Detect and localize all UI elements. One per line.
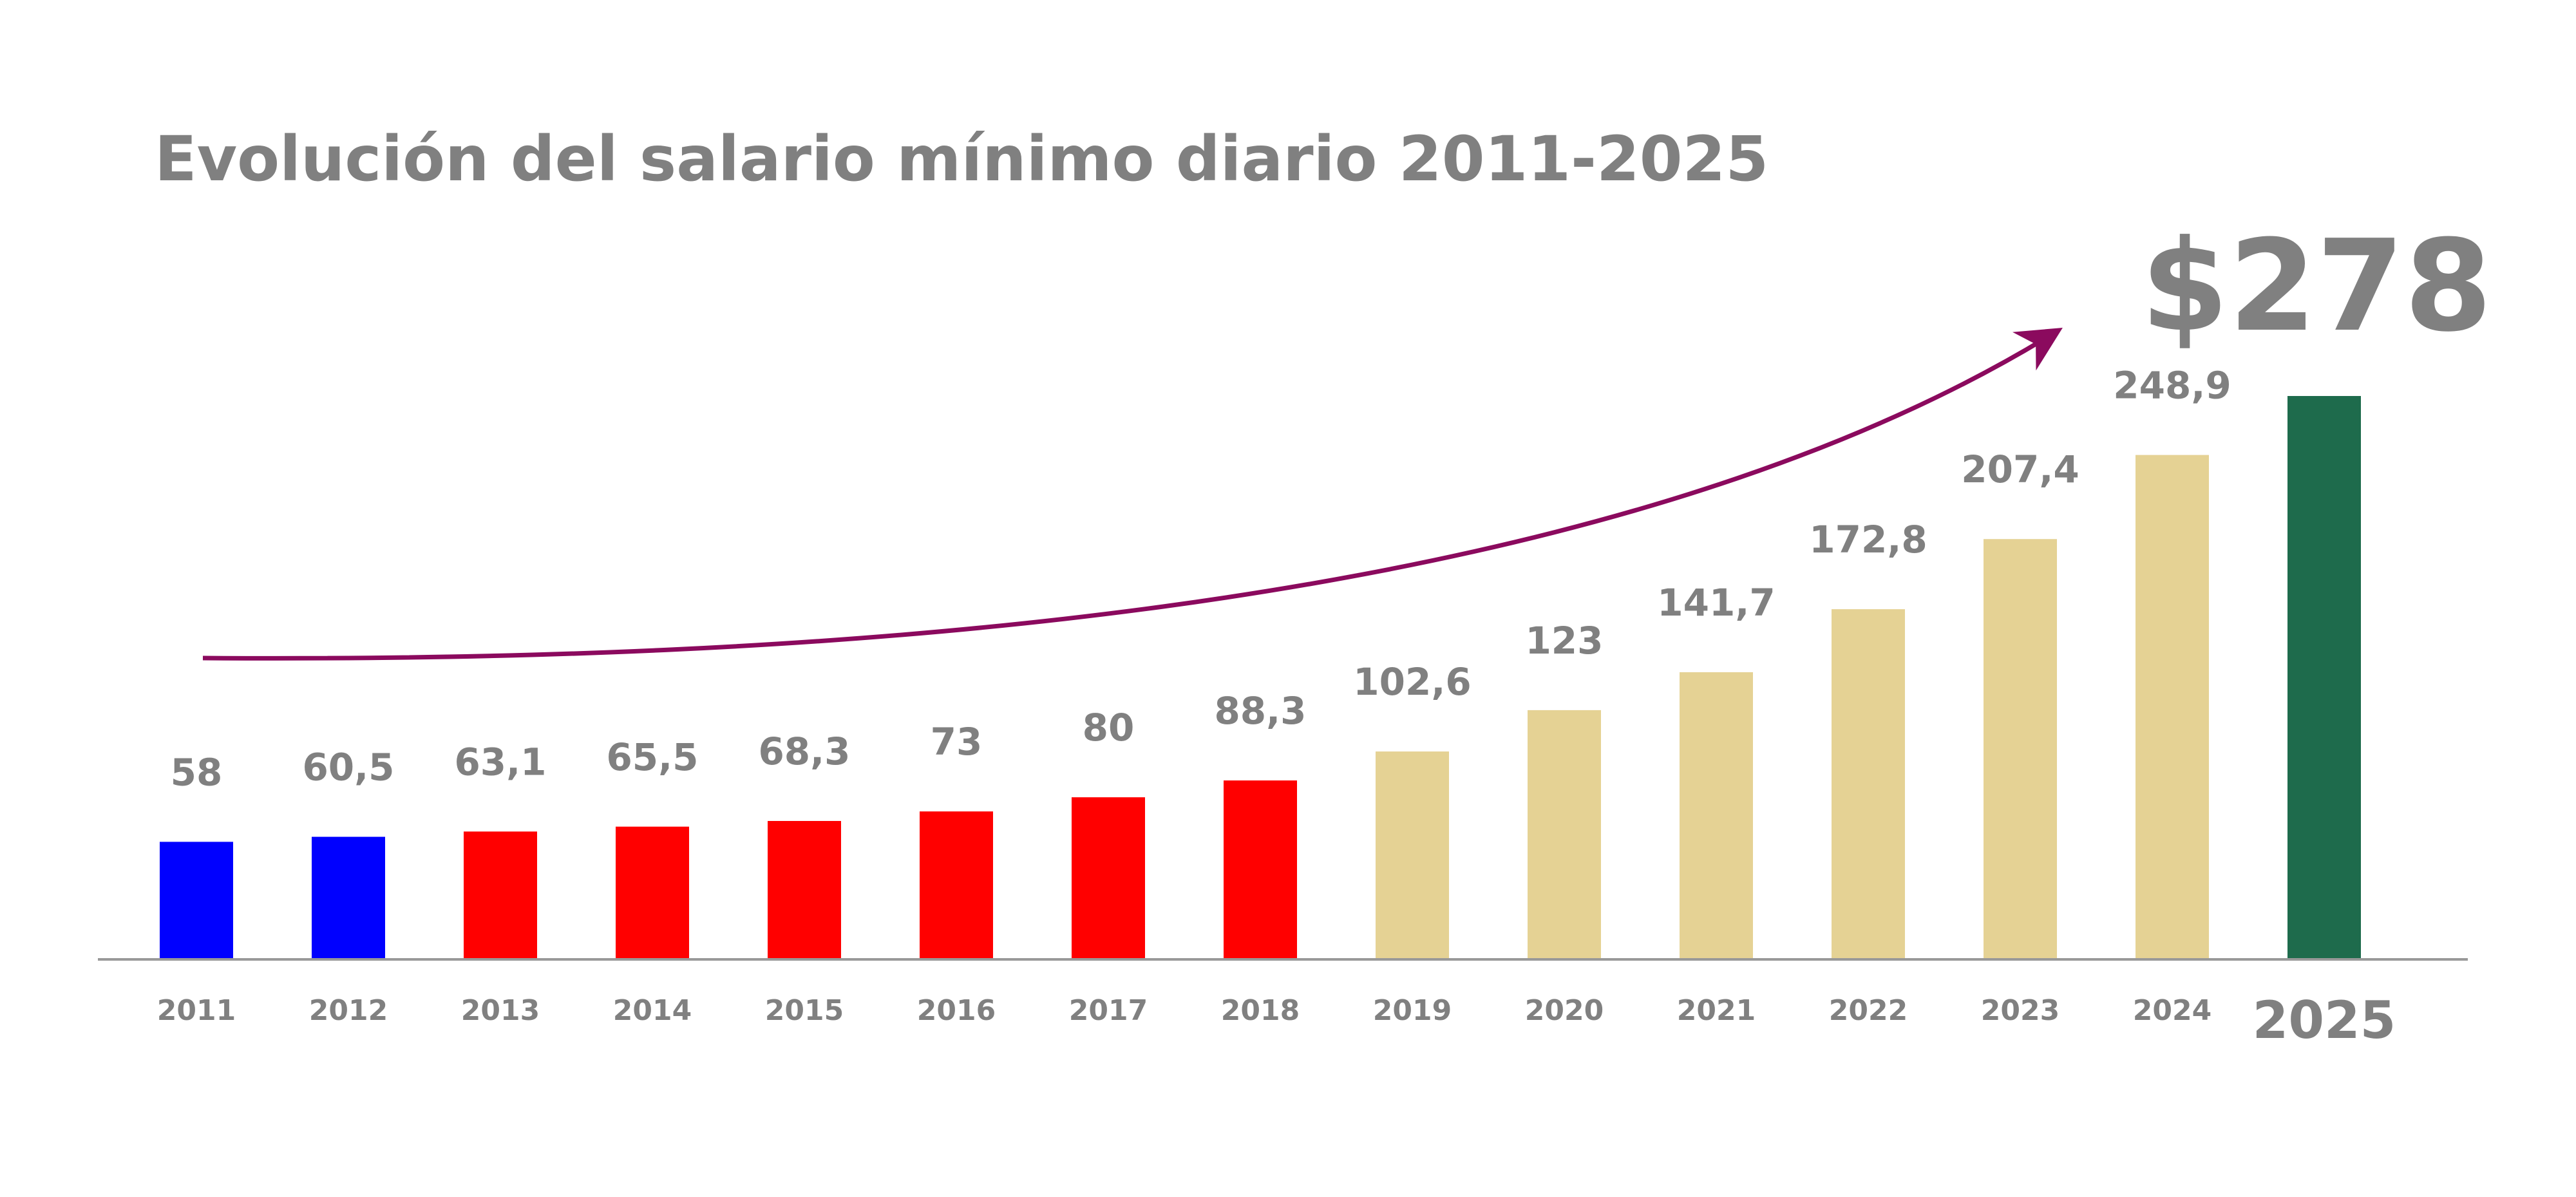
bar-2020	[1528, 710, 1601, 959]
trend-arrow	[202, 328, 2063, 661]
chart-title: Evolución del salario mínimo diario 2011…	[155, 123, 1768, 195]
tick-label-2021: 2021	[1677, 994, 1756, 1027]
tick-label-2011: 2011	[157, 994, 236, 1027]
tick-label-2017: 2017	[1069, 994, 1148, 1027]
value-label-2011: 58	[171, 750, 223, 794]
tick-label-2014: 2014	[613, 994, 692, 1027]
value-label-2023: 207,4	[1961, 448, 2079, 491]
tick-label-2022: 2022	[1829, 994, 1908, 1027]
value-labels-layer: 58 60,5 63,1 65,5 68,3 73 80 88,3 102,6 123 141,7 1…	[171, 213, 2492, 794]
bar-2012	[312, 836, 385, 959]
value-label-2015: 68,3	[758, 730, 850, 773]
bar-2018	[1224, 780, 1297, 959]
bar-2014	[616, 826, 689, 959]
bar-2011	[160, 842, 233, 959]
tick-label-2020: 2020	[1525, 994, 1604, 1027]
tick-label-2018: 2018	[1221, 994, 1300, 1027]
tick-label-2016: 2016	[917, 994, 996, 1027]
value-label-2013: 63,1	[454, 740, 546, 784]
tick-label-2012: 2012	[309, 994, 388, 1027]
value-label-2025: $278	[2141, 213, 2492, 360]
bar-2022	[1832, 609, 1905, 959]
tick-label-2023: 2023	[1981, 994, 2060, 1027]
bar-2013	[464, 831, 537, 959]
tick-labels-layer: 2011 2012 2013 2014 2015 2016 2017 2018 2019 2020…	[157, 990, 2396, 1050]
value-label-2019: 102,6	[1353, 660, 1471, 704]
bar-2025	[2287, 396, 2361, 959]
value-label-2012: 60,5	[302, 746, 394, 789]
value-label-2022: 172,8	[1809, 518, 1927, 561]
bar-2021	[1680, 672, 1753, 959]
tick-label-2013: 2013	[461, 994, 540, 1027]
bar-2023	[1984, 539, 2057, 959]
tick-label-2024: 2024	[2133, 994, 2211, 1027]
value-label-2018: 88,3	[1214, 689, 1306, 733]
tick-label-2015: 2015	[765, 994, 844, 1027]
bar-2016	[920, 811, 993, 959]
bar-2019	[1376, 751, 1449, 959]
bar-2015	[768, 821, 841, 959]
value-label-2014: 65,5	[606, 735, 698, 779]
value-label-2016: 73	[931, 720, 983, 764]
value-label-2017: 80	[1083, 706, 1135, 749]
bar-2017	[1072, 797, 1145, 959]
value-label-2020: 123	[1525, 619, 1603, 663]
tick-label-2019: 2019	[1373, 994, 1452, 1027]
bars-layer	[160, 396, 2361, 959]
bar-2024	[2136, 455, 2209, 959]
value-label-2024: 248,9	[2113, 364, 2231, 408]
value-label-2021: 141,7	[1657, 581, 1775, 625]
tick-label-2025: 2025	[2253, 990, 2396, 1050]
